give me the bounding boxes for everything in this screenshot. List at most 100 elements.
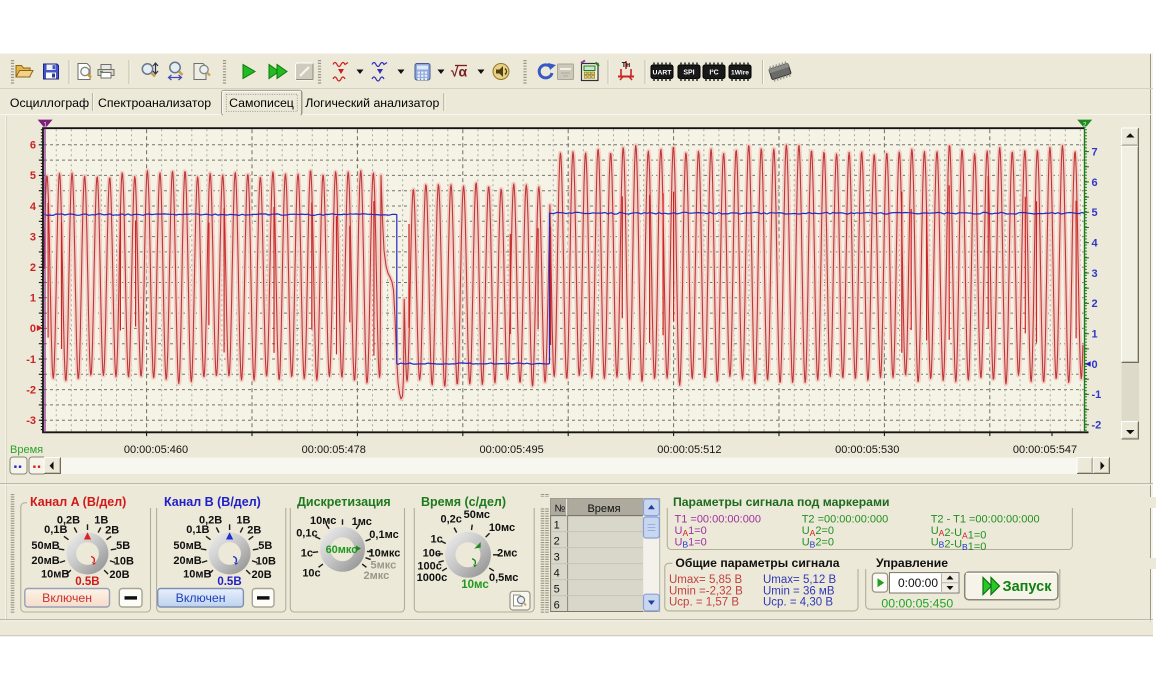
svg-text:3: 3	[1092, 268, 1098, 280]
svg-text:Спектроанализатор: Спектроанализатор	[98, 96, 211, 110]
svg-text:5: 5	[1092, 207, 1098, 219]
svg-text:4: 4	[554, 567, 560, 579]
svg-text:0,1В: 0,1В	[44, 524, 67, 536]
svg-text:Время (с/дел): Время (с/дел)	[421, 495, 506, 509]
svg-text:4: 4	[1092, 238, 1099, 250]
svg-text:50мВ: 50мВ	[31, 540, 59, 552]
svg-text:0: 0	[1092, 359, 1098, 371]
svg-text:1с: 1с	[430, 534, 442, 546]
svg-text:Uср. = 4,30 В: Uср. = 4,30 В	[763, 597, 833, 609]
svg-text:10В: 10В	[256, 556, 276, 568]
svg-text:1: 1	[554, 519, 560, 531]
svg-text:2: 2	[554, 535, 560, 547]
svg-text:Umax= 5,12 В: Umax= 5,12 В	[763, 574, 837, 586]
svg-text:20мВ: 20мВ	[31, 555, 59, 567]
svg-text:1000с: 1000с	[417, 572, 448, 584]
svg-text:10мкс: 10мкс	[368, 548, 400, 560]
svg-text:5В: 5В	[258, 540, 272, 552]
svg-text:Время: Время	[10, 444, 43, 456]
svg-text:00:00:05:512: 00:00:05:512	[657, 444, 721, 456]
svg-text:Время: Время	[587, 503, 620, 515]
svg-text:UA1=0: UA1=0	[675, 525, 707, 538]
svg-text:00:00:05:495: 00:00:05:495	[479, 444, 543, 456]
svg-text:Осциллограф: Осциллограф	[10, 96, 89, 110]
svg-text:0,1мс: 0,1мс	[369, 529, 398, 541]
svg-text:Самописец: Самописец	[229, 96, 294, 110]
svg-text:Запуск: Запуск	[1003, 579, 1053, 595]
svg-text:20В: 20В	[109, 569, 129, 581]
svg-text:50мс: 50мс	[464, 509, 490, 521]
svg-text:Включен: Включен	[42, 591, 92, 605]
svg-text:2В: 2В	[247, 525, 261, 537]
svg-text:0,5мс: 0,5мс	[489, 572, 518, 584]
svg-text:00:00:05:460: 00:00:05:460	[124, 444, 188, 456]
svg-text:Uср. = 1,57 В: Uср. = 1,57 В	[669, 597, 739, 609]
svg-text:0,1В: 0,1В	[186, 524, 209, 536]
svg-text:00:00:05:547: 00:00:05:547	[1013, 444, 1077, 456]
svg-text:5мкс: 5мкс	[371, 560, 397, 572]
svg-text:0.5В: 0.5В	[75, 576, 99, 588]
svg-text:Umax= 5,85 В: Umax= 5,85 В	[669, 574, 743, 586]
svg-text:5: 5	[554, 583, 560, 595]
svg-text:20В: 20В	[252, 569, 272, 581]
svg-text:2: 2	[1092, 298, 1098, 310]
svg-text:№: №	[555, 504, 566, 515]
svg-text:5: 5	[30, 170, 36, 182]
svg-text:UB1=0: UB1=0	[675, 536, 707, 549]
svg-text:0.5В: 0.5В	[217, 576, 241, 588]
svg-text:10мс: 10мс	[310, 515, 336, 527]
svg-text:6: 6	[554, 599, 560, 611]
svg-text:SPI: SPI	[683, 69, 694, 76]
svg-text:1мс: 1мс	[352, 516, 372, 528]
svg-text:0,2с: 0,2с	[440, 514, 461, 526]
svg-text:1В: 1В	[236, 514, 250, 526]
svg-text:6: 6	[30, 140, 36, 152]
svg-text:00:00:05:450: 00:00:05:450	[881, 596, 953, 610]
svg-text:50мВ: 50мВ	[173, 540, 201, 552]
svg-text:1: 1	[1092, 329, 1098, 341]
svg-text:Umin = 36 мВ: Umin = 36 мВ	[763, 585, 835, 597]
svg-text:2мс: 2мс	[497, 548, 517, 560]
svg-text:10мс: 10мс	[461, 579, 489, 591]
svg-text:10мВ: 10мВ	[183, 568, 211, 580]
svg-text:0:00:00: 0:00:00	[898, 576, 938, 590]
svg-text:T2 - T1 =00:00:00:000: T2 - T1 =00:00:00:000	[931, 513, 1040, 525]
svg-text:00:00:05:530: 00:00:05:530	[835, 444, 899, 456]
svg-text:20мВ: 20мВ	[173, 555, 201, 567]
svg-text:Логический анализатор: Логический анализатор	[305, 96, 439, 110]
svg-text:I²C: I²C	[709, 69, 718, 76]
svg-text:√α: √α	[451, 64, 468, 80]
svg-text:UA2=0: UA2=0	[802, 525, 834, 538]
svg-text:2: 2	[1083, 121, 1087, 128]
svg-text:0,2В: 0,2В	[199, 514, 222, 526]
svg-text:2мкс: 2мкс	[364, 570, 390, 582]
svg-text:-1: -1	[26, 354, 36, 366]
svg-text:4: 4	[30, 201, 37, 213]
svg-text:Канал A (В/дел): Канал A (В/дел)	[30, 495, 126, 509]
svg-text:10мВ: 10мВ	[41, 568, 69, 580]
svg-text:-3: -3	[26, 415, 36, 427]
svg-text:-2: -2	[1092, 420, 1102, 432]
svg-text:UB2=0: UB2=0	[802, 536, 834, 549]
svg-text:0: 0	[30, 323, 36, 335]
svg-text:1: 1	[43, 121, 47, 128]
svg-text:2В: 2В	[105, 525, 119, 537]
svg-text:Управление: Управление	[876, 556, 948, 570]
svg-text:UA2-UA1=0: UA2-UA1=0	[931, 525, 987, 542]
svg-text:10с: 10с	[302, 567, 320, 579]
svg-text:Дискретизация: Дискретизация	[297, 495, 391, 509]
svg-text:Общие параметры сигнала: Общие параметры сигнала	[675, 556, 839, 570]
svg-text:Включен: Включен	[176, 591, 226, 605]
svg-text:0,1с: 0,1с	[296, 528, 317, 540]
svg-text:5В: 5В	[116, 540, 130, 552]
svg-text:6: 6	[1092, 177, 1098, 189]
svg-text:10с: 10с	[423, 548, 441, 560]
svg-text:7: 7	[1092, 146, 1098, 158]
svg-text:10В: 10В	[114, 556, 134, 568]
svg-text:UB2-UB1=0: UB2-UB1=0	[931, 536, 987, 553]
svg-text:Параметры сигнала под маркерам: Параметры сигнала под маркерами	[673, 495, 889, 509]
svg-text:1В: 1В	[94, 514, 108, 526]
svg-text:1Wire: 1Wire	[731, 69, 749, 76]
svg-text:Тн: Тн	[622, 62, 631, 69]
svg-text:Umin =-2,32 В: Umin =-2,32 В	[669, 585, 743, 597]
